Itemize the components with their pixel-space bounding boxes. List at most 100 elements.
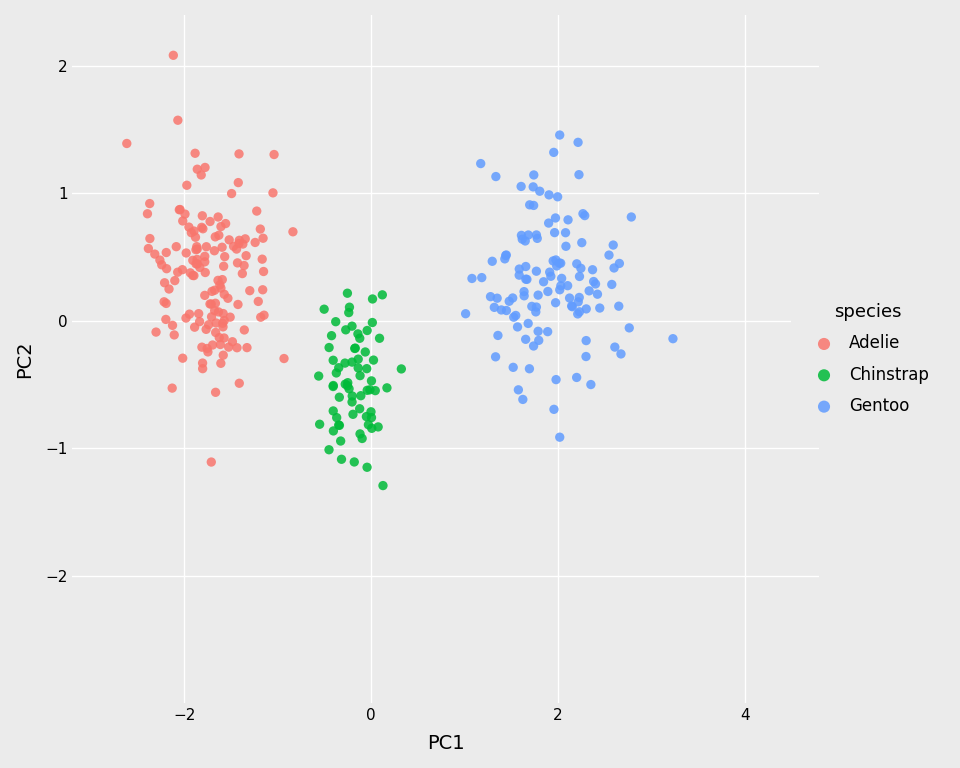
Adelie — [230, 177, 246, 189]
Gentoo — [543, 270, 559, 283]
Gentoo — [518, 260, 534, 273]
Adelie — [183, 227, 199, 239]
Gentoo — [516, 393, 531, 406]
Adelie — [256, 266, 272, 278]
Adelie — [197, 250, 212, 263]
Adelie — [255, 283, 271, 296]
Adelie — [187, 321, 203, 333]
Adelie — [218, 217, 233, 230]
Adelie — [242, 284, 257, 296]
Gentoo — [531, 289, 546, 301]
Adelie — [185, 270, 201, 282]
Gentoo — [526, 199, 541, 211]
Chinstrap — [338, 323, 353, 336]
Chinstrap — [334, 453, 349, 465]
Gentoo — [579, 303, 594, 315]
Gentoo — [510, 321, 525, 333]
Chinstrap — [374, 289, 390, 301]
Adelie — [215, 321, 230, 333]
Gentoo — [574, 237, 589, 249]
Gentoo — [524, 300, 540, 313]
Gentoo — [474, 271, 490, 283]
Chinstrap — [340, 287, 355, 300]
Adelie — [175, 352, 190, 364]
Gentoo — [491, 329, 506, 342]
Chinstrap — [324, 329, 339, 342]
Adelie — [175, 263, 190, 276]
Chinstrap — [337, 357, 352, 369]
Chinstrap — [352, 428, 368, 440]
Chinstrap — [372, 332, 387, 344]
Gentoo — [548, 373, 564, 386]
Gentoo — [558, 227, 573, 239]
Adelie — [181, 221, 197, 233]
Gentoo — [552, 129, 567, 141]
Gentoo — [512, 269, 527, 281]
Adelie — [213, 282, 228, 294]
Adelie — [217, 250, 232, 263]
Gentoo — [665, 333, 681, 345]
Adelie — [220, 292, 235, 304]
Gentoo — [531, 334, 546, 346]
Adelie — [189, 163, 204, 175]
Adelie — [208, 317, 224, 329]
Gentoo — [525, 180, 540, 193]
Chinstrap — [342, 301, 357, 313]
Chinstrap — [375, 479, 391, 492]
Gentoo — [606, 239, 621, 251]
Adelie — [276, 353, 292, 365]
Adelie — [199, 323, 214, 336]
Adelie — [253, 311, 269, 323]
Gentoo — [529, 229, 544, 241]
Adelie — [239, 342, 254, 354]
Gentoo — [604, 278, 619, 290]
Chinstrap — [363, 406, 378, 418]
Gentoo — [518, 273, 534, 286]
Adelie — [175, 215, 190, 227]
Chinstrap — [345, 320, 360, 333]
Adelie — [222, 233, 237, 246]
Adelie — [215, 307, 230, 319]
Adelie — [206, 244, 222, 257]
Gentoo — [552, 283, 567, 296]
Adelie — [207, 297, 223, 310]
Adelie — [186, 270, 202, 282]
Gentoo — [550, 190, 565, 203]
Adelie — [194, 341, 209, 353]
Chinstrap — [348, 343, 363, 355]
Chinstrap — [340, 376, 355, 389]
Chinstrap — [338, 378, 353, 390]
Gentoo — [564, 300, 579, 312]
Gentoo — [540, 217, 556, 229]
Gentoo — [485, 255, 500, 267]
Chinstrap — [359, 362, 374, 375]
Gentoo — [548, 212, 564, 224]
Adelie — [224, 187, 239, 200]
Adelie — [195, 362, 210, 375]
Adelie — [189, 240, 204, 253]
Gentoo — [501, 295, 516, 307]
Adelie — [217, 314, 232, 326]
Gentoo — [561, 214, 576, 226]
Chinstrap — [350, 353, 366, 366]
Gentoo — [498, 250, 514, 262]
Adelie — [119, 137, 134, 150]
Gentoo — [498, 304, 514, 316]
Adelie — [195, 210, 210, 222]
Gentoo — [536, 276, 551, 288]
Chinstrap — [359, 324, 374, 336]
Adelie — [189, 253, 204, 266]
Adelie — [217, 288, 232, 300]
Adelie — [254, 253, 270, 265]
Adelie — [230, 298, 246, 310]
Chinstrap — [341, 306, 356, 319]
Adelie — [238, 250, 253, 262]
Adelie — [164, 382, 180, 394]
Gentoo — [569, 258, 585, 270]
Adelie — [215, 273, 230, 286]
Adelie — [165, 319, 180, 332]
Adelie — [149, 326, 164, 338]
Gentoo — [552, 431, 567, 443]
Adelie — [169, 240, 184, 253]
Gentoo — [560, 280, 575, 292]
